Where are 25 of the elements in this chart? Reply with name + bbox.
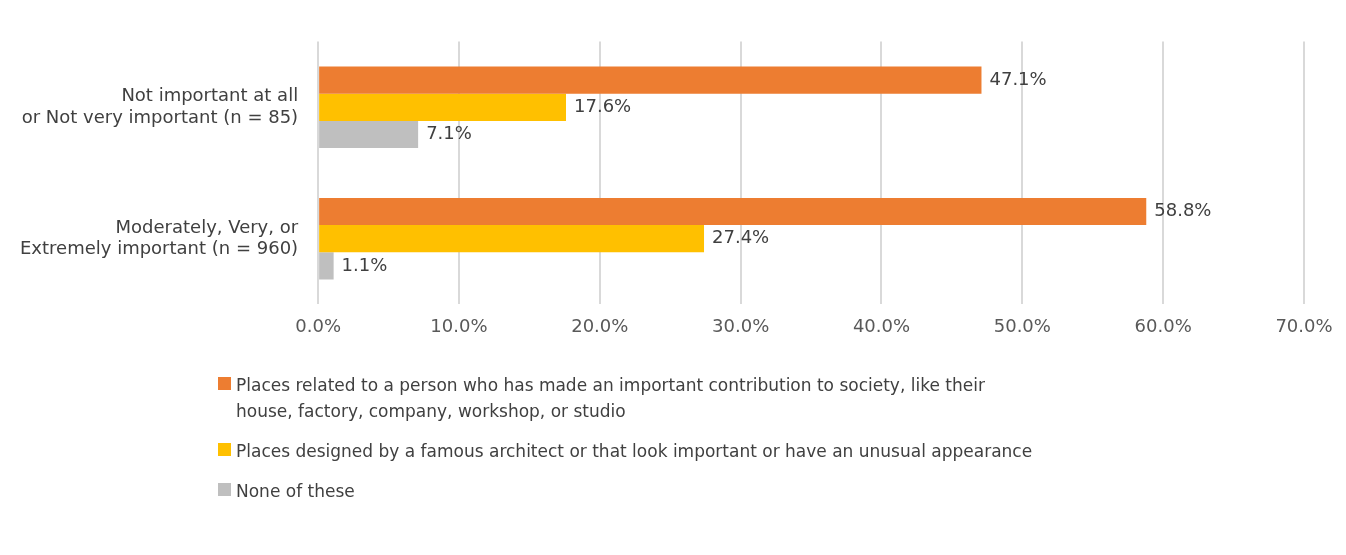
bar bbox=[319, 252, 334, 280]
y-tick-label: Not important at all or Not very important (n = 85) bbox=[21, 84, 299, 127]
bar bbox=[319, 225, 705, 253]
x-tick-label: 10.0% bbox=[430, 314, 488, 336]
legend-label: Places related to a person who has made an important contribution to society, like their house, factory, company, workshop, or studio bbox=[236, 374, 986, 423]
x-tick-label: 30.0% bbox=[712, 314, 770, 336]
bar bbox=[319, 66, 982, 94]
data-label: 58.8% bbox=[1154, 199, 1212, 221]
data-label: 27.4% bbox=[712, 226, 770, 248]
data-label: 1.1% bbox=[341, 253, 388, 275]
legend-label: None of these bbox=[236, 480, 355, 503]
x-tick-label: 20.0% bbox=[571, 314, 629, 336]
legend-label: Places designed by a famous architect or that look important or have an unusual appearance bbox=[236, 440, 1033, 463]
x-tick-label: 50.0% bbox=[993, 314, 1051, 336]
x-tick-label: 40.0% bbox=[852, 314, 911, 336]
data-label: 47.1% bbox=[989, 67, 1047, 89]
bar bbox=[319, 120, 419, 149]
y-tick-label: Moderately, Very, or Extremely important (n = 960) bbox=[19, 215, 299, 259]
bar bbox=[319, 197, 1147, 226]
x-tick-label: 0.0% bbox=[295, 314, 341, 336]
x-tick-label: 70.0% bbox=[1275, 314, 1333, 336]
bar bbox=[319, 93, 567, 121]
x-tick-label: 60.0% bbox=[1134, 314, 1192, 336]
data-label: 17.6% bbox=[574, 94, 632, 116]
data-label: 7.1% bbox=[426, 122, 472, 144]
